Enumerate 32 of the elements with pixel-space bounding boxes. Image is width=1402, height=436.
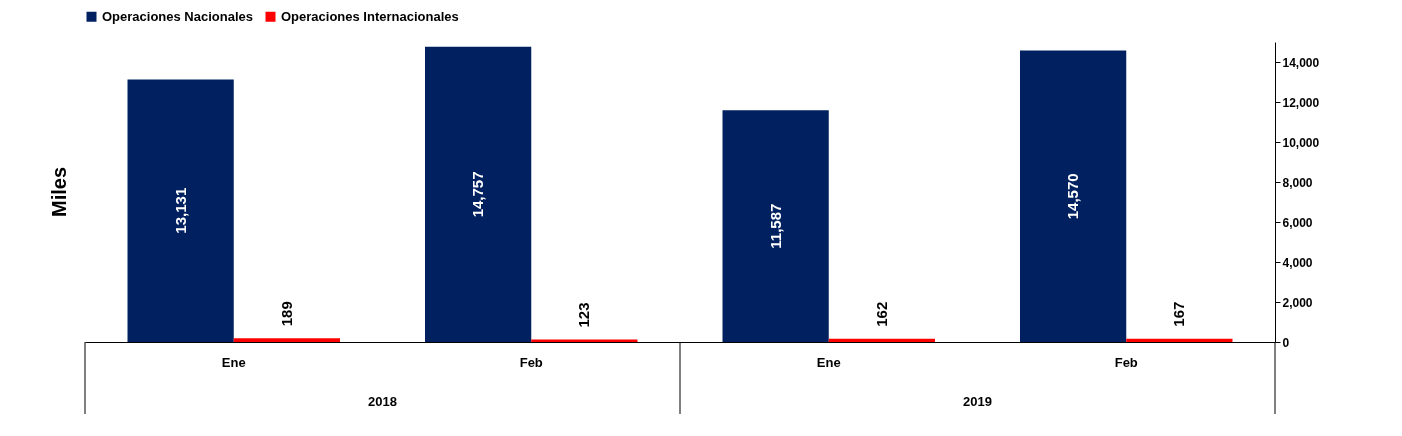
y-tick-label: 2,000	[1282, 295, 1313, 310]
data-label: 189	[277, 301, 295, 327]
legend-label: Operaciones Nacionales	[102, 8, 254, 24]
bar	[1020, 50, 1127, 342]
x-tick-label: Feb	[1114, 354, 1138, 370]
data-label: 123	[575, 302, 593, 328]
bar	[1126, 338, 1233, 342]
y-tick-label: 14,000	[1282, 55, 1320, 70]
y-tick-label: 4,000	[1282, 255, 1313, 270]
text: 2019	[963, 394, 992, 409]
x-tick-label: Feb	[519, 354, 543, 370]
bar	[425, 46, 532, 342]
data-label: 162	[872, 301, 890, 327]
y-axis-title: Miles	[48, 166, 70, 218]
bar	[722, 110, 829, 342]
data-label: 14,570	[1064, 173, 1082, 220]
y-tick-label: 0	[1282, 335, 1290, 350]
data-label: 14,757	[469, 171, 487, 218]
text: 2018	[368, 394, 397, 409]
y-tick-label: 8,000	[1282, 175, 1313, 190]
bar	[233, 338, 340, 342]
y-tick-label: 12,000	[1282, 95, 1320, 110]
x-tick-label: Ene	[221, 354, 246, 370]
x-tick-label: Ene	[816, 354, 841, 370]
data-label: 11,587	[766, 203, 784, 249]
data-label: 167	[1170, 301, 1188, 327]
data-label: 13,131	[171, 187, 189, 234]
y-tick-label: 10,000	[1282, 135, 1320, 150]
bar	[828, 338, 935, 342]
legend-label: Operaciones Internacionales	[281, 8, 459, 24]
bar	[127, 79, 234, 342]
y-tick-label: 6,000	[1282, 215, 1313, 230]
